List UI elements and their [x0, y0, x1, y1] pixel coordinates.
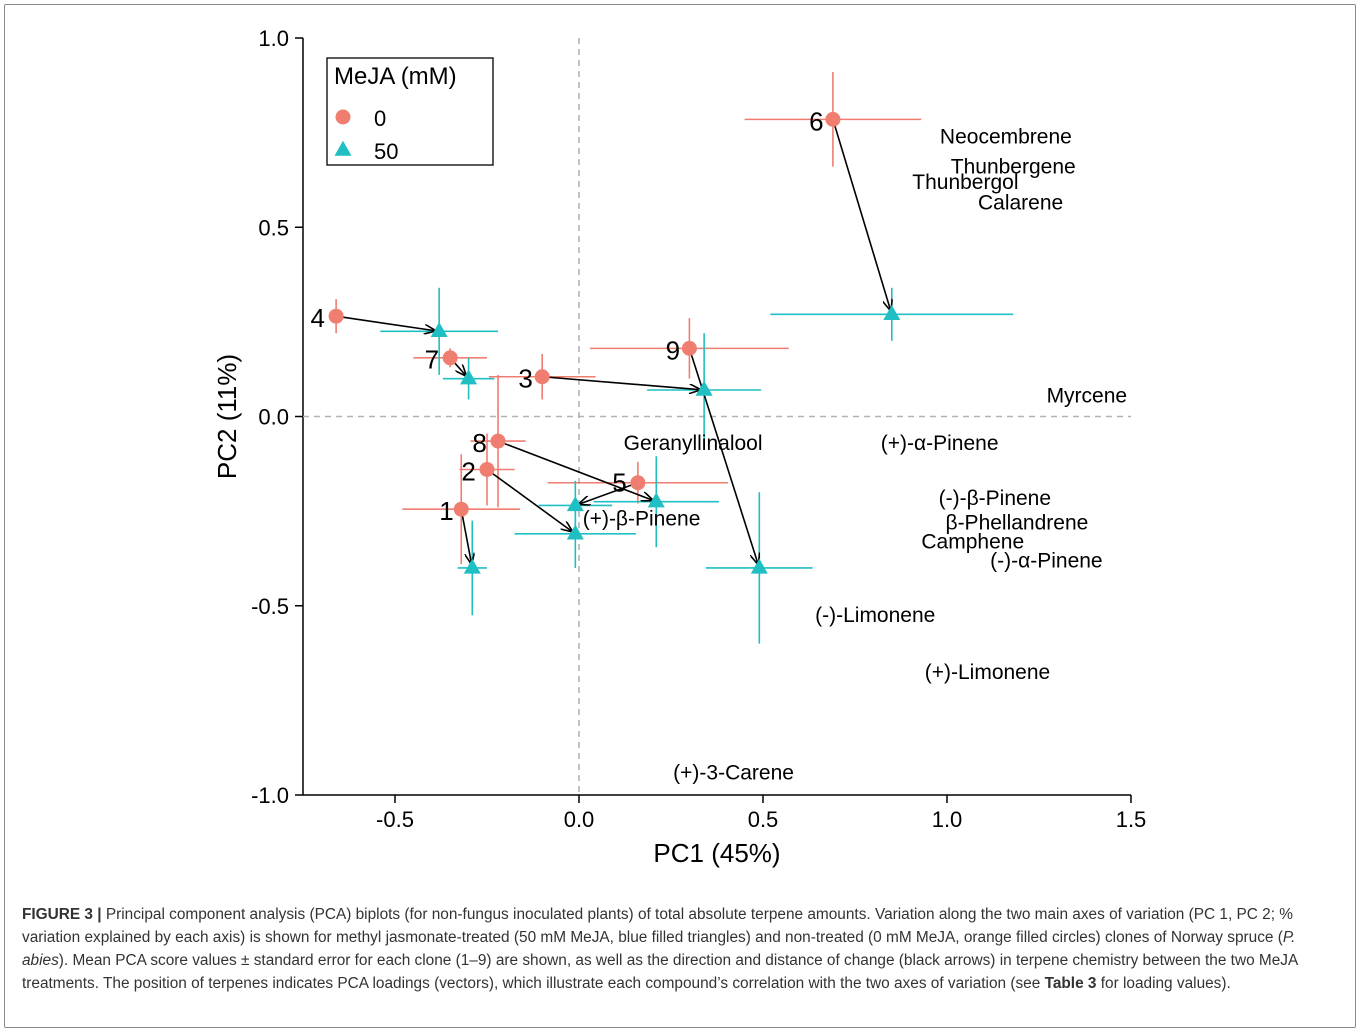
clone-label: 4	[310, 303, 324, 333]
triangle-marker	[430, 322, 448, 338]
clone-label: 9	[666, 335, 680, 365]
circle-marker	[534, 369, 550, 385]
caption-text: Principal component analysis (PCA) biplo…	[22, 906, 1293, 946]
loading-label: Camphene	[921, 530, 1024, 553]
axes: -0.5 0.0 0.5 1.0 1.5 1.0 0.5 0.0 -0.5 -1.0 PC1 (45…	[212, 26, 1146, 868]
caption-table-ref: Table 3	[1044, 975, 1097, 992]
loading-label: (-)-Limonene	[815, 604, 935, 627]
legend-label: 50	[374, 139, 398, 164]
legend-title: MeJA (mM)	[334, 63, 457, 90]
loading-label: (-)-α-Pinene	[990, 549, 1103, 572]
triangle-marker	[460, 369, 478, 385]
legend-box	[326, 57, 494, 166]
clone-label: 3	[518, 364, 532, 394]
clone-label: 8	[472, 428, 486, 458]
x-tick-label: 1.5	[1116, 807, 1147, 832]
change-arrow	[486, 468, 572, 531]
loading-label: Neocembrene	[940, 125, 1072, 148]
data-markers	[328, 111, 901, 574]
caption-lead: FIGURE 3 |	[22, 906, 102, 923]
change-arrow	[460, 509, 471, 564]
y-axis-label: PC2 (11%)	[212, 354, 242, 479]
circle-marker	[328, 308, 344, 324]
legend: MeJA (mM) 0 50	[326, 57, 494, 166]
loading-label: (+)-α-Pinene	[881, 432, 999, 455]
loading-label: (+)-3-Carene	[673, 761, 794, 784]
loading-label: Myrcene	[1047, 385, 1128, 408]
triangle-marker	[647, 492, 665, 508]
loading-label: Geranyllinalool	[624, 432, 763, 455]
clone-label: 1	[439, 496, 453, 526]
change-arrow	[497, 440, 653, 500]
clone-label: 5	[612, 468, 626, 498]
clone-label: 7	[425, 345, 439, 375]
loading-label: Thunbergene	[951, 156, 1076, 179]
text-labels: 12 3 4 5 6 7 8 9 Neocembrene ThunbergeneThunbergo…	[310, 106, 1127, 784]
triangle-marker	[750, 558, 768, 574]
loading-label: (+)-Limonene	[925, 661, 1050, 684]
loading-label: (+)-β-Pinene	[583, 508, 701, 531]
circle-marker	[479, 461, 495, 477]
triangle-marker	[566, 524, 584, 540]
legend-label: 0	[374, 106, 386, 131]
y-tick-label: 0.0	[258, 405, 289, 430]
reference-lines	[303, 38, 1131, 795]
caption-species: P. abies	[22, 929, 1296, 969]
x-tick-label: 0.5	[748, 807, 779, 832]
circle-marker	[630, 475, 646, 491]
change-arrow	[688, 348, 758, 564]
triangle-marker	[695, 380, 713, 396]
circle-marker	[490, 433, 506, 449]
figure-frame	[4, 4, 1356, 1028]
x-tick-label: -0.5	[376, 807, 414, 832]
loading-label: Calarene	[978, 192, 1063, 215]
loading-label: β-Phellandrene	[945, 511, 1088, 534]
caption-text-2: ). Mean PCA score values ± standard erro…	[22, 952, 1298, 992]
change-arrows	[336, 119, 891, 564]
change-arrow	[579, 481, 639, 504]
change-arrow	[336, 315, 435, 331]
clone-label: 6	[809, 106, 823, 136]
change-arrow	[542, 375, 700, 390]
change-arrow	[832, 119, 891, 310]
triangle-marker	[463, 558, 481, 574]
triangle-marker	[566, 496, 584, 512]
circle-marker	[825, 111, 841, 127]
loading-label: Thunbergol	[912, 171, 1018, 194]
triangle-marker	[883, 305, 901, 321]
circle-marker	[453, 501, 469, 517]
y-tick-label: -1.0	[251, 783, 289, 808]
x-tick-label: 1.0	[932, 807, 963, 832]
legend-triangle-marker	[334, 140, 352, 156]
y-tick-label: 1.0	[258, 26, 289, 51]
circle-marker	[681, 340, 697, 356]
y-tick-label: 0.5	[258, 215, 289, 240]
figure-caption: FIGURE 3 | Principal component analysis …	[22, 903, 1340, 995]
caption-text-3: for loading values).	[1096, 975, 1231, 992]
clone-label: 2	[461, 456, 475, 486]
y-tick-label: -0.5	[251, 594, 289, 619]
legend-circle-marker	[335, 109, 351, 125]
loading-label: (-)-β-Pinene	[939, 487, 1051, 510]
x-tick-label: 0.0	[564, 807, 595, 832]
x-axis-label: PC1 (45%)	[653, 838, 780, 868]
circle-marker	[442, 350, 458, 366]
pca-biplot: -0.5 0.0 0.5 1.0 1.5 1.0 0.5 0.0 -0.5 -1.0 PC1 (45…	[212, 26, 1146, 868]
